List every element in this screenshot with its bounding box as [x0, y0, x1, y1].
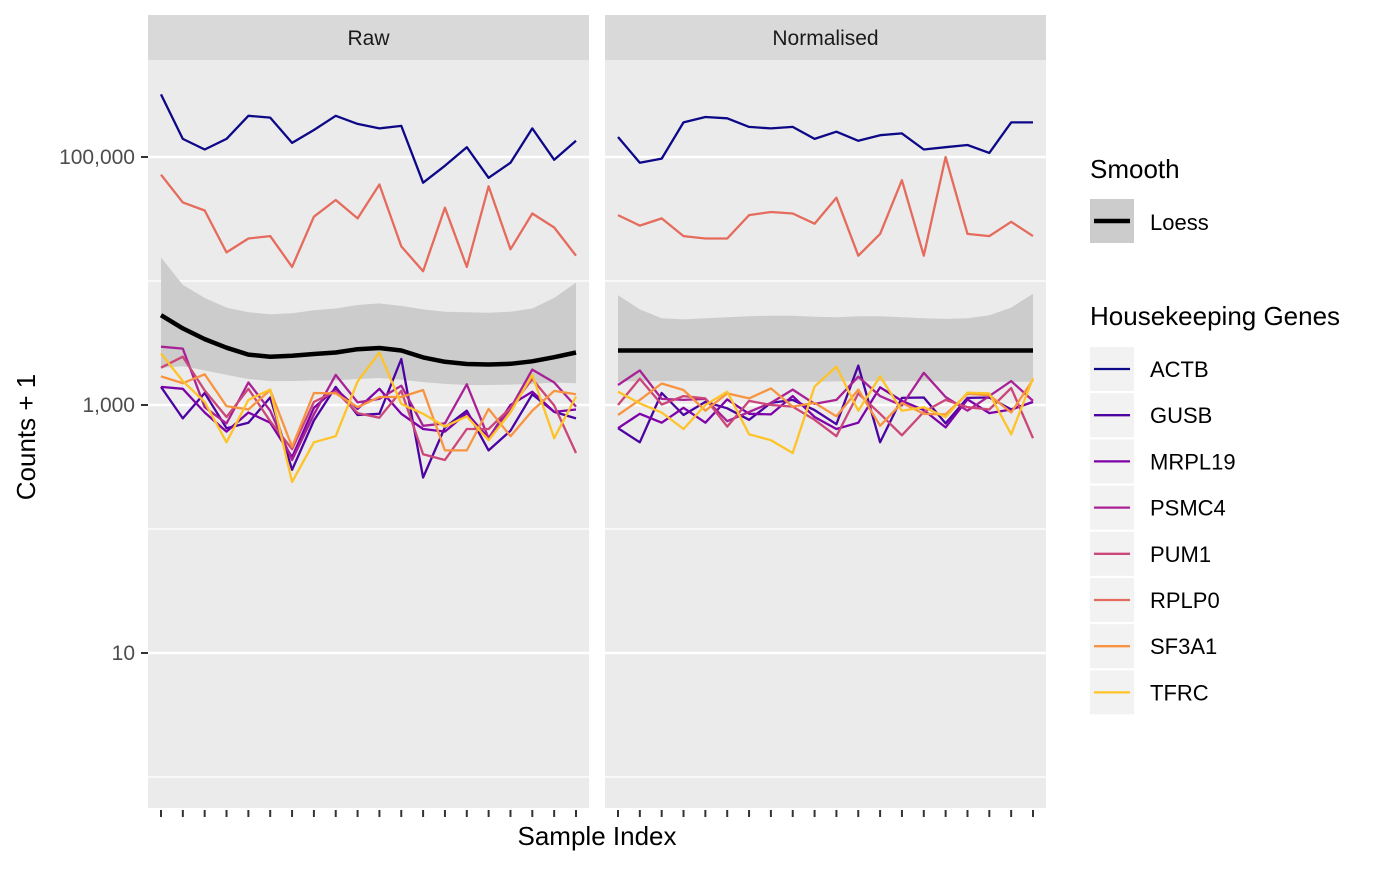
legend-item-label: ACTB — [1150, 357, 1209, 382]
legend-item-label: RPLP0 — [1150, 588, 1220, 613]
facet-strip — [148, 15, 589, 60]
y-tick-label: 10 — [112, 642, 135, 665]
legend: Smooth Loess Housekeeping Genes ACTB GUSB… — [1090, 154, 1340, 715]
legend-item-psmc4: PSMC4 — [1090, 485, 1226, 530]
facet-panels: Raw Normalised — [148, 15, 1046, 817]
loess-line — [159, 313, 577, 367]
legend-item-label: SF3A1 — [1150, 634, 1217, 659]
series-line-tfrc — [160, 351, 578, 484]
series-line-mrpl19 — [617, 386, 1034, 431]
legend-item-pum1: PUM1 — [1090, 531, 1211, 576]
panel-background — [605, 60, 1046, 808]
facet-strip — [605, 15, 1046, 60]
legend-item-label: GUSB — [1150, 403, 1212, 428]
legend-item-gusb: GUSB — [1090, 393, 1212, 438]
facet-strip-label: Raw — [347, 27, 390, 50]
series-line-actb — [617, 115, 1033, 164]
series-line-actb — [159, 93, 577, 184]
facet-normalised: Normalised — [605, 15, 1046, 817]
series-line-rplp0 — [617, 155, 1034, 257]
legend-item-rplp0: RPLP0 — [1090, 578, 1220, 622]
gene-legend-title: Housekeeping Genes — [1090, 301, 1340, 331]
y-tick-label: 1,000 — [82, 394, 135, 417]
series-line-sf3a1 — [160, 373, 577, 452]
axes: Counts + 1 Sample Index 10 1,000 100,000 — [11, 146, 676, 851]
loess-confidence-band — [618, 293, 1033, 382]
legend-item-label: PUM1 — [1150, 542, 1211, 567]
y-axis-title: Counts + 1 — [11, 374, 41, 500]
facet-strip-label: Normalised — [772, 27, 878, 50]
series-line-psmc4 — [617, 369, 1034, 423]
y-tick-label: 100,000 — [59, 146, 135, 169]
facet-raw: Raw — [148, 15, 589, 817]
series-line-psmc4 — [160, 345, 577, 462]
series-line-tfrc — [617, 365, 1035, 455]
series-line-rplp0 — [160, 173, 577, 273]
smooth-legend-label: Loess — [1150, 210, 1209, 235]
legend-item-label: PSMC4 — [1150, 496, 1226, 521]
smooth-legend-key — [1090, 199, 1134, 243]
smooth-legend-title: Smooth — [1090, 154, 1180, 184]
series-line-pum1 — [160, 355, 578, 462]
legend-item-label: TFRC — [1150, 680, 1209, 705]
legend-item-mrpl19: MRPL19 — [1090, 439, 1236, 484]
loess-confidence-band — [161, 257, 576, 385]
legend-item-label: MRPL19 — [1150, 449, 1236, 474]
legend-item-sf3a1: SF3A1 — [1090, 624, 1217, 669]
series-line-gusb — [617, 364, 1034, 444]
x-axis-title: Sample Index — [518, 821, 677, 851]
legend-item-actb: ACTB — [1090, 347, 1209, 391]
legend-item-tfrc: TFRC — [1090, 670, 1209, 715]
series-line-pum1 — [617, 377, 1035, 439]
gene-legend-items: ACTB GUSB MRPL19 PSMC4 PUM1 RPLP0 SF3A1 TFRC — [1090, 347, 1236, 715]
panel-background — [148, 60, 589, 808]
